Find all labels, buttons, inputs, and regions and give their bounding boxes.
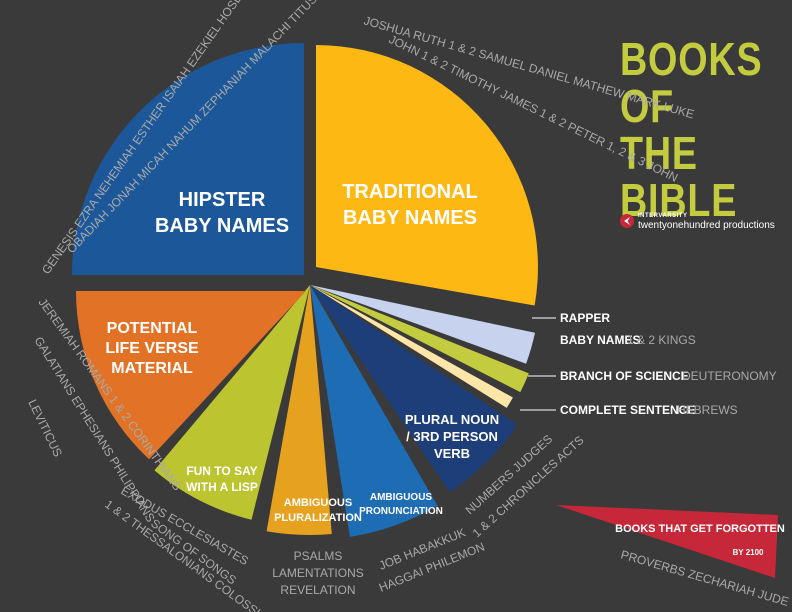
slice-label: TRADITIONAL — [342, 181, 478, 203]
slice-label: BABY NAMES — [155, 215, 289, 237]
intervarsity-logo-icon — [620, 214, 634, 228]
pie-slice — [310, 285, 529, 393]
slice-label: PLURALIZATION — [274, 512, 362, 524]
forgotten-label: BY 2100 — [733, 548, 765, 557]
slice-label: AMBIGUOUS — [370, 492, 433, 503]
credit: INTERVARSITY twentyonehundred production… — [620, 212, 775, 231]
credit-name: twentyonehundred productions — [638, 220, 775, 231]
pie-slice — [556, 505, 778, 578]
slice-label: PRONUNCIATION — [359, 506, 443, 517]
book-list: LEVITICUS — [25, 397, 65, 459]
slice-label: PLURAL NOUN — [405, 412, 499, 427]
pie-slice — [72, 43, 304, 275]
slice-label: AMBIGUOUS — [284, 497, 352, 509]
slice-label: FUN TO SAY — [186, 464, 257, 478]
slice-label: MATERIAL — [111, 360, 193, 377]
callout-books: 1 & 2 KINGS — [627, 333, 696, 347]
slice-label: WITH A LISP — [186, 480, 258, 494]
pie-slice — [154, 285, 310, 520]
title-line-3: BIBLE — [620, 174, 738, 226]
pie-slice — [310, 285, 535, 364]
title-line-2: OF THE — [620, 80, 698, 179]
callout-books: HEBREWS — [677, 403, 738, 417]
slice-label: / 3RD PERSON — [406, 429, 498, 444]
callout-label: BRANCH OF SCIENCE — [560, 369, 689, 383]
credit-org: INTERVARSITY — [638, 213, 688, 219]
pie-slice — [310, 285, 438, 537]
pie-slice — [266, 285, 332, 535]
slice-label: HIPSTER — [179, 189, 266, 211]
callout-label: BABY NAMES — [560, 333, 640, 347]
pie-slice — [75, 291, 306, 460]
title: BOOKS OF THE BIBLE — [620, 36, 790, 224]
pie-slice — [310, 285, 518, 493]
pie-slice — [316, 45, 538, 306]
slice-label: BABY NAMES — [343, 207, 477, 229]
callout-books: DEUTERONOMY — [682, 369, 777, 383]
book-list: REVELATION — [280, 583, 355, 597]
title-line-1: BOOKS — [620, 33, 763, 85]
book-list: LAMENTATIONS — [272, 566, 364, 580]
pie-slice — [310, 285, 513, 408]
callout-label: COMPLETE SENTENCE — [560, 403, 695, 417]
slice-label: VERB — [434, 446, 470, 461]
forgotten-label: BOOKS THAT GET FORGOTTEN — [615, 523, 785, 535]
slice-label: LIFE VERSE — [105, 340, 199, 357]
callout-label: RAPPER — [560, 311, 610, 325]
slice-label: POTENTIAL — [107, 320, 198, 337]
book-list: PSALMS — [294, 549, 343, 563]
